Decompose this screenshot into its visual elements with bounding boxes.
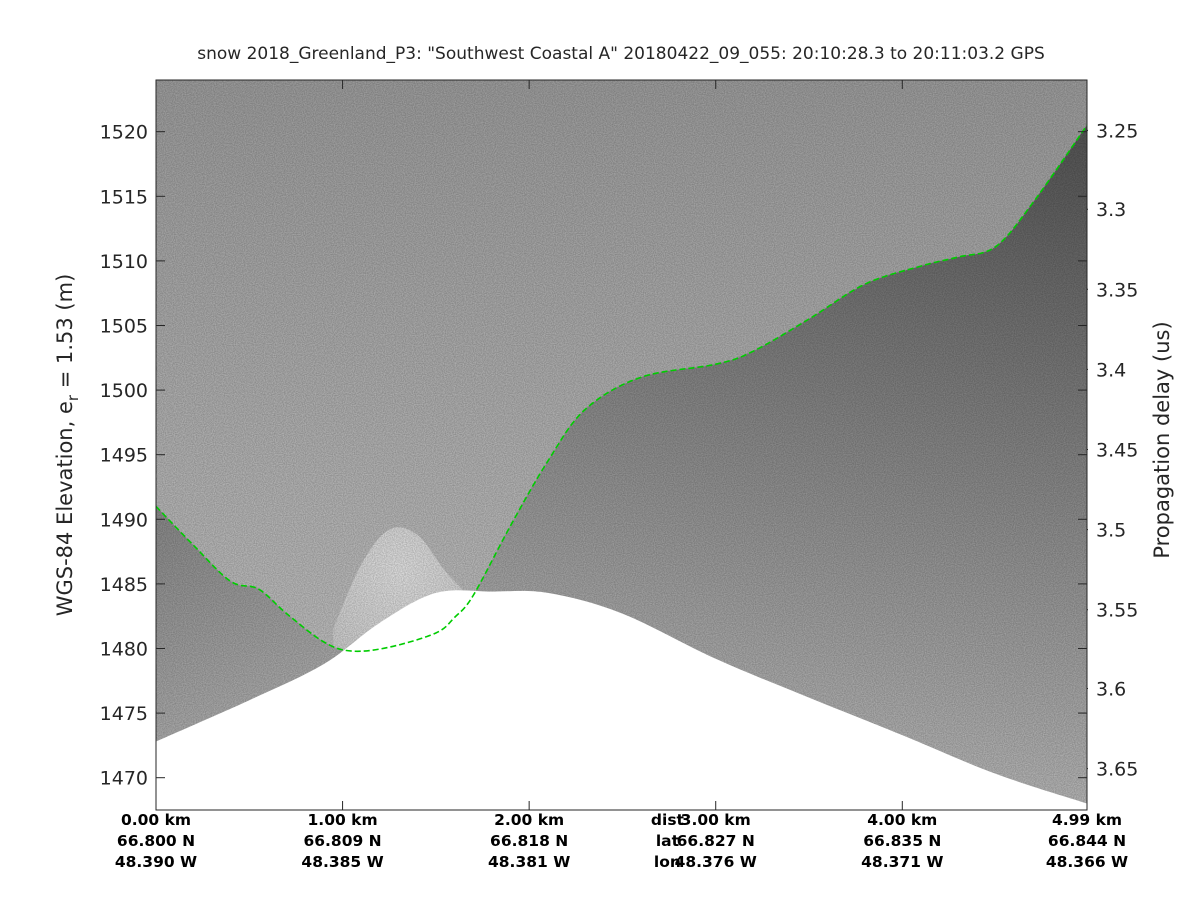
surface-pick-line [156,124,1087,653]
left-tick-label: 1495 [100,445,148,467]
x-lon-label: 48.390 W [115,853,197,871]
right-axis: 3.25 3.3 3.35 3.4 3.45 3.5 3.55 3.6 3.65 [1087,120,1138,781]
x-row-label-lat: lat [656,832,680,850]
left-tick-label: 1500 [100,380,148,402]
left-axis-label-subscript: r [64,394,82,401]
echogram-image [156,80,1087,810]
x-dist-label: 2.00 km [494,811,564,829]
x-lat-label: 66.827 N [677,832,755,850]
left-tick-label: 1470 [100,768,148,790]
right-tick-label: 3.25 [1096,120,1138,142]
plot-frame [155,79,1088,811]
left-tick-label: 1515 [100,186,148,208]
left-tick-label: 1480 [100,638,148,660]
left-tick-label: 1520 [100,122,148,144]
x-lon-label: 48.371 W [861,853,943,871]
x-lon-label: 48.376 W [675,853,757,871]
chart-title: snow 2018_Greenland_P3: "Southwest Coast… [197,44,1045,64]
right-axis-label: Propagation delay (us) [1150,321,1174,558]
right-tick-label: 3.3 [1096,199,1126,221]
left-tick-label: 1485 [100,574,148,596]
right-tick-label: 3.45 [1096,440,1138,462]
x-row-label-lon: lon [654,853,681,871]
right-tick-label: 3.35 [1096,279,1138,301]
left-tick-label: 1510 [100,251,148,273]
x-lon-label: 48.385 W [301,853,383,871]
no-data-region [156,590,1087,810]
right-tick-label: 3.55 [1096,600,1138,622]
left-axis: 1470 1475 1480 1485 1490 1495 1500 1505 1510 1515… [100,122,1087,790]
x-lat-label: 66.800 N [117,832,195,850]
left-tick-label: 1505 [100,315,148,337]
bottom-axis: 0.00 km 66.800 N 48.390 W 1.00 km 66.809 N 48… [115,80,1128,871]
x-row-label-dist: dist [651,811,685,829]
left-axis-label-main: WGS-84 Elevation, e [53,401,77,616]
right-tick-label: 3.65 [1096,759,1138,781]
x-lon-label: 48.381 W [488,853,570,871]
right-tick-label: 3.5 [1096,520,1126,542]
x-dist-label: 4.99 km [1052,811,1122,829]
right-tick-label: 3.4 [1096,359,1126,381]
x-lat-label: 66.818 N [490,832,568,850]
left-tick-label: 1475 [100,703,148,725]
x-dist-label: 3.00 km [681,811,751,829]
left-tick-label: 1490 [100,509,148,531]
x-dist-label: 4.00 km [867,811,937,829]
left-axis-label: WGS-84 Elevation, er = 1.53 (m) [53,274,82,617]
x-lat-label: 66.809 N [303,832,381,850]
right-tick-label: 3.6 [1096,679,1126,701]
x-lat-label: 66.844 N [1048,832,1126,850]
left-axis-label-tail: = 1.53 (m) [53,274,77,395]
x-dist-label: 1.00 km [308,811,378,829]
x-lat-label: 66.835 N [863,832,941,850]
x-lon-label: 48.366 W [1046,853,1128,871]
x-dist-label: 0.00 km [121,811,191,829]
